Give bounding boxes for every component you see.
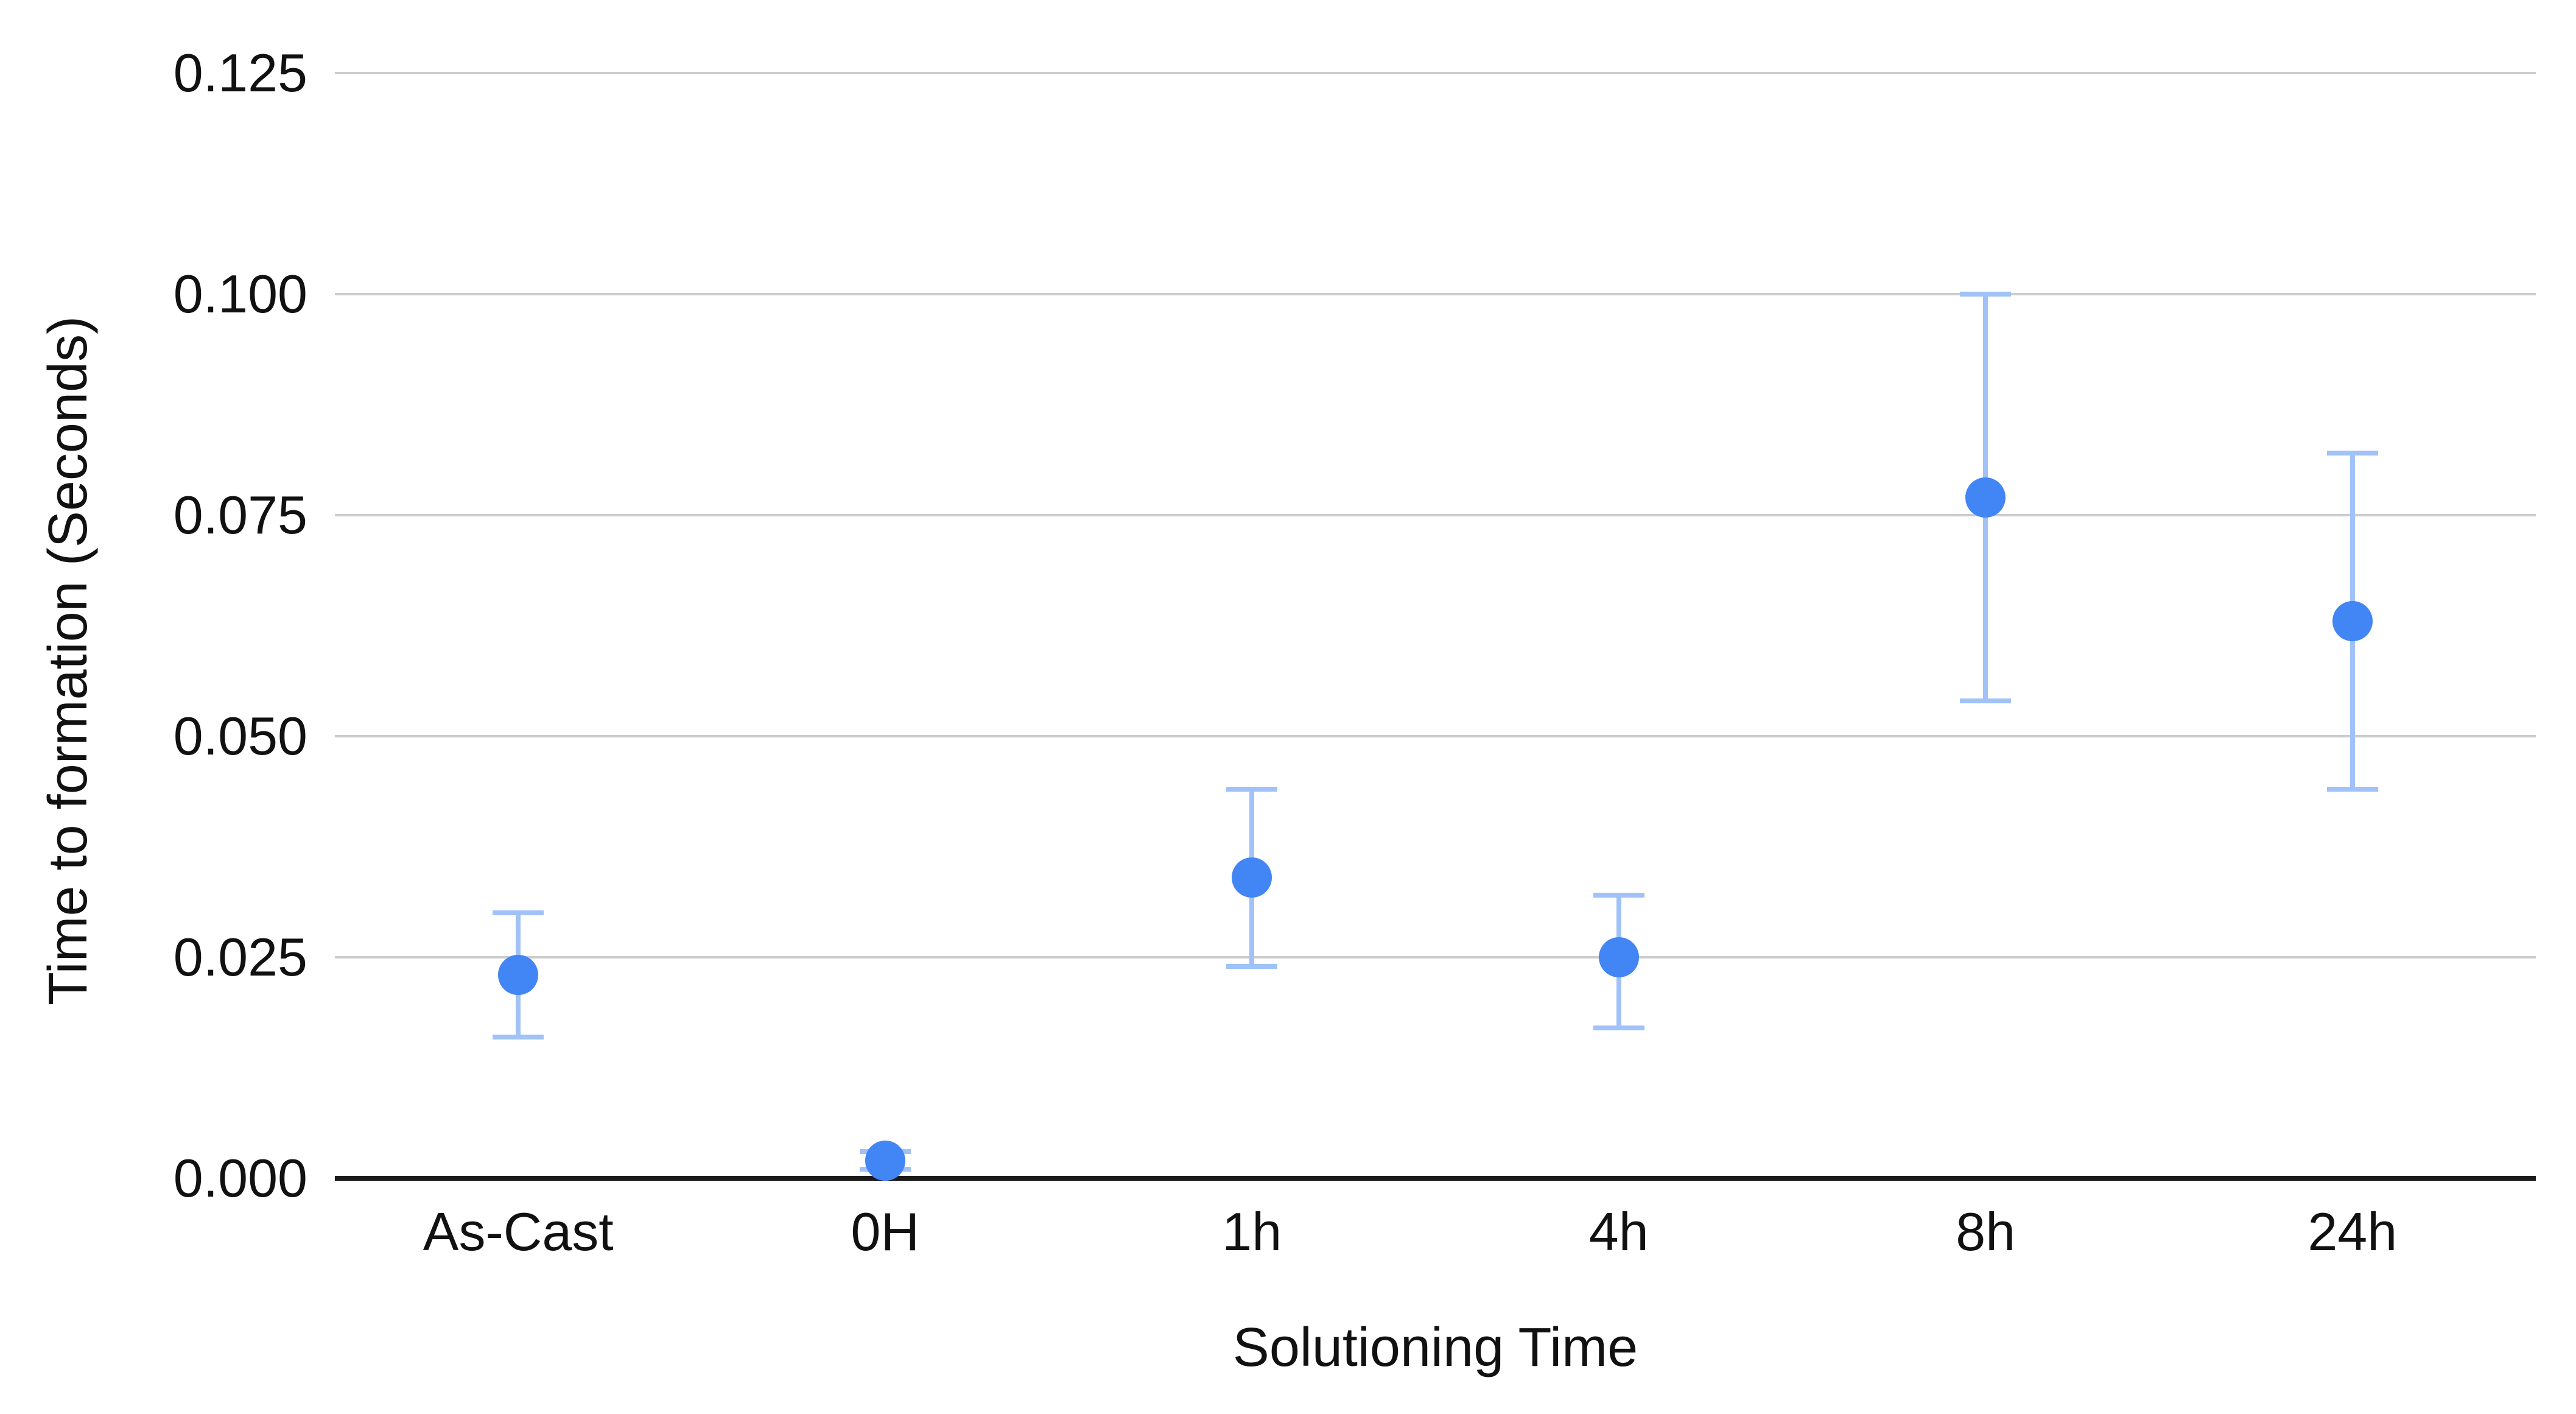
y-tick-label: 0.025 [173,927,307,987]
y-tick-label: 0.100 [173,264,307,324]
gridline [335,956,2536,958]
gridline [335,735,2536,737]
x-tick-label: 1h [1222,1201,1282,1262]
error-bar-cap [2326,451,2378,456]
y-tick-label: 0.050 [173,706,307,766]
error-bar-cap [493,1034,544,1039]
error-bar-cap [493,910,544,916]
data-point[interactable] [1232,857,1272,898]
error-bar-cap [1593,1025,1644,1031]
data-point[interactable] [865,1140,905,1181]
y-tick-label: 0.075 [173,485,307,545]
data-point[interactable] [2332,601,2373,642]
error-bar-cap [1960,292,2012,297]
gridline [335,514,2536,516]
x-tick-label: 0H [851,1201,920,1262]
error-bar-cap [1226,787,1278,792]
x-axis-title: Solutioning Time [1232,1317,1638,1378]
x-axis-line [335,1176,2536,1181]
error-bar-cap [1226,963,1278,969]
x-tick-label: 24h [2308,1201,2398,1262]
x-tick-label: As-Cast [423,1201,614,1262]
data-point[interactable] [1965,477,2006,518]
error-bar-cap [1593,893,1644,898]
data-point[interactable] [1598,937,1639,977]
error-bar-cap [1960,698,2012,703]
gridline [335,72,2536,74]
gridline [335,293,2536,295]
y-tick-label: 0.125 [173,43,307,103]
error-bar-cap [2326,787,2378,792]
data-point[interactable] [498,955,539,996]
y-tick-label: 0.000 [173,1148,307,1208]
y-axis-title: Time to formation (Seconds) [38,315,99,1006]
x-tick-label: 4h [1588,1201,1649,1262]
x-tick-label: 8h [1956,1201,2016,1262]
